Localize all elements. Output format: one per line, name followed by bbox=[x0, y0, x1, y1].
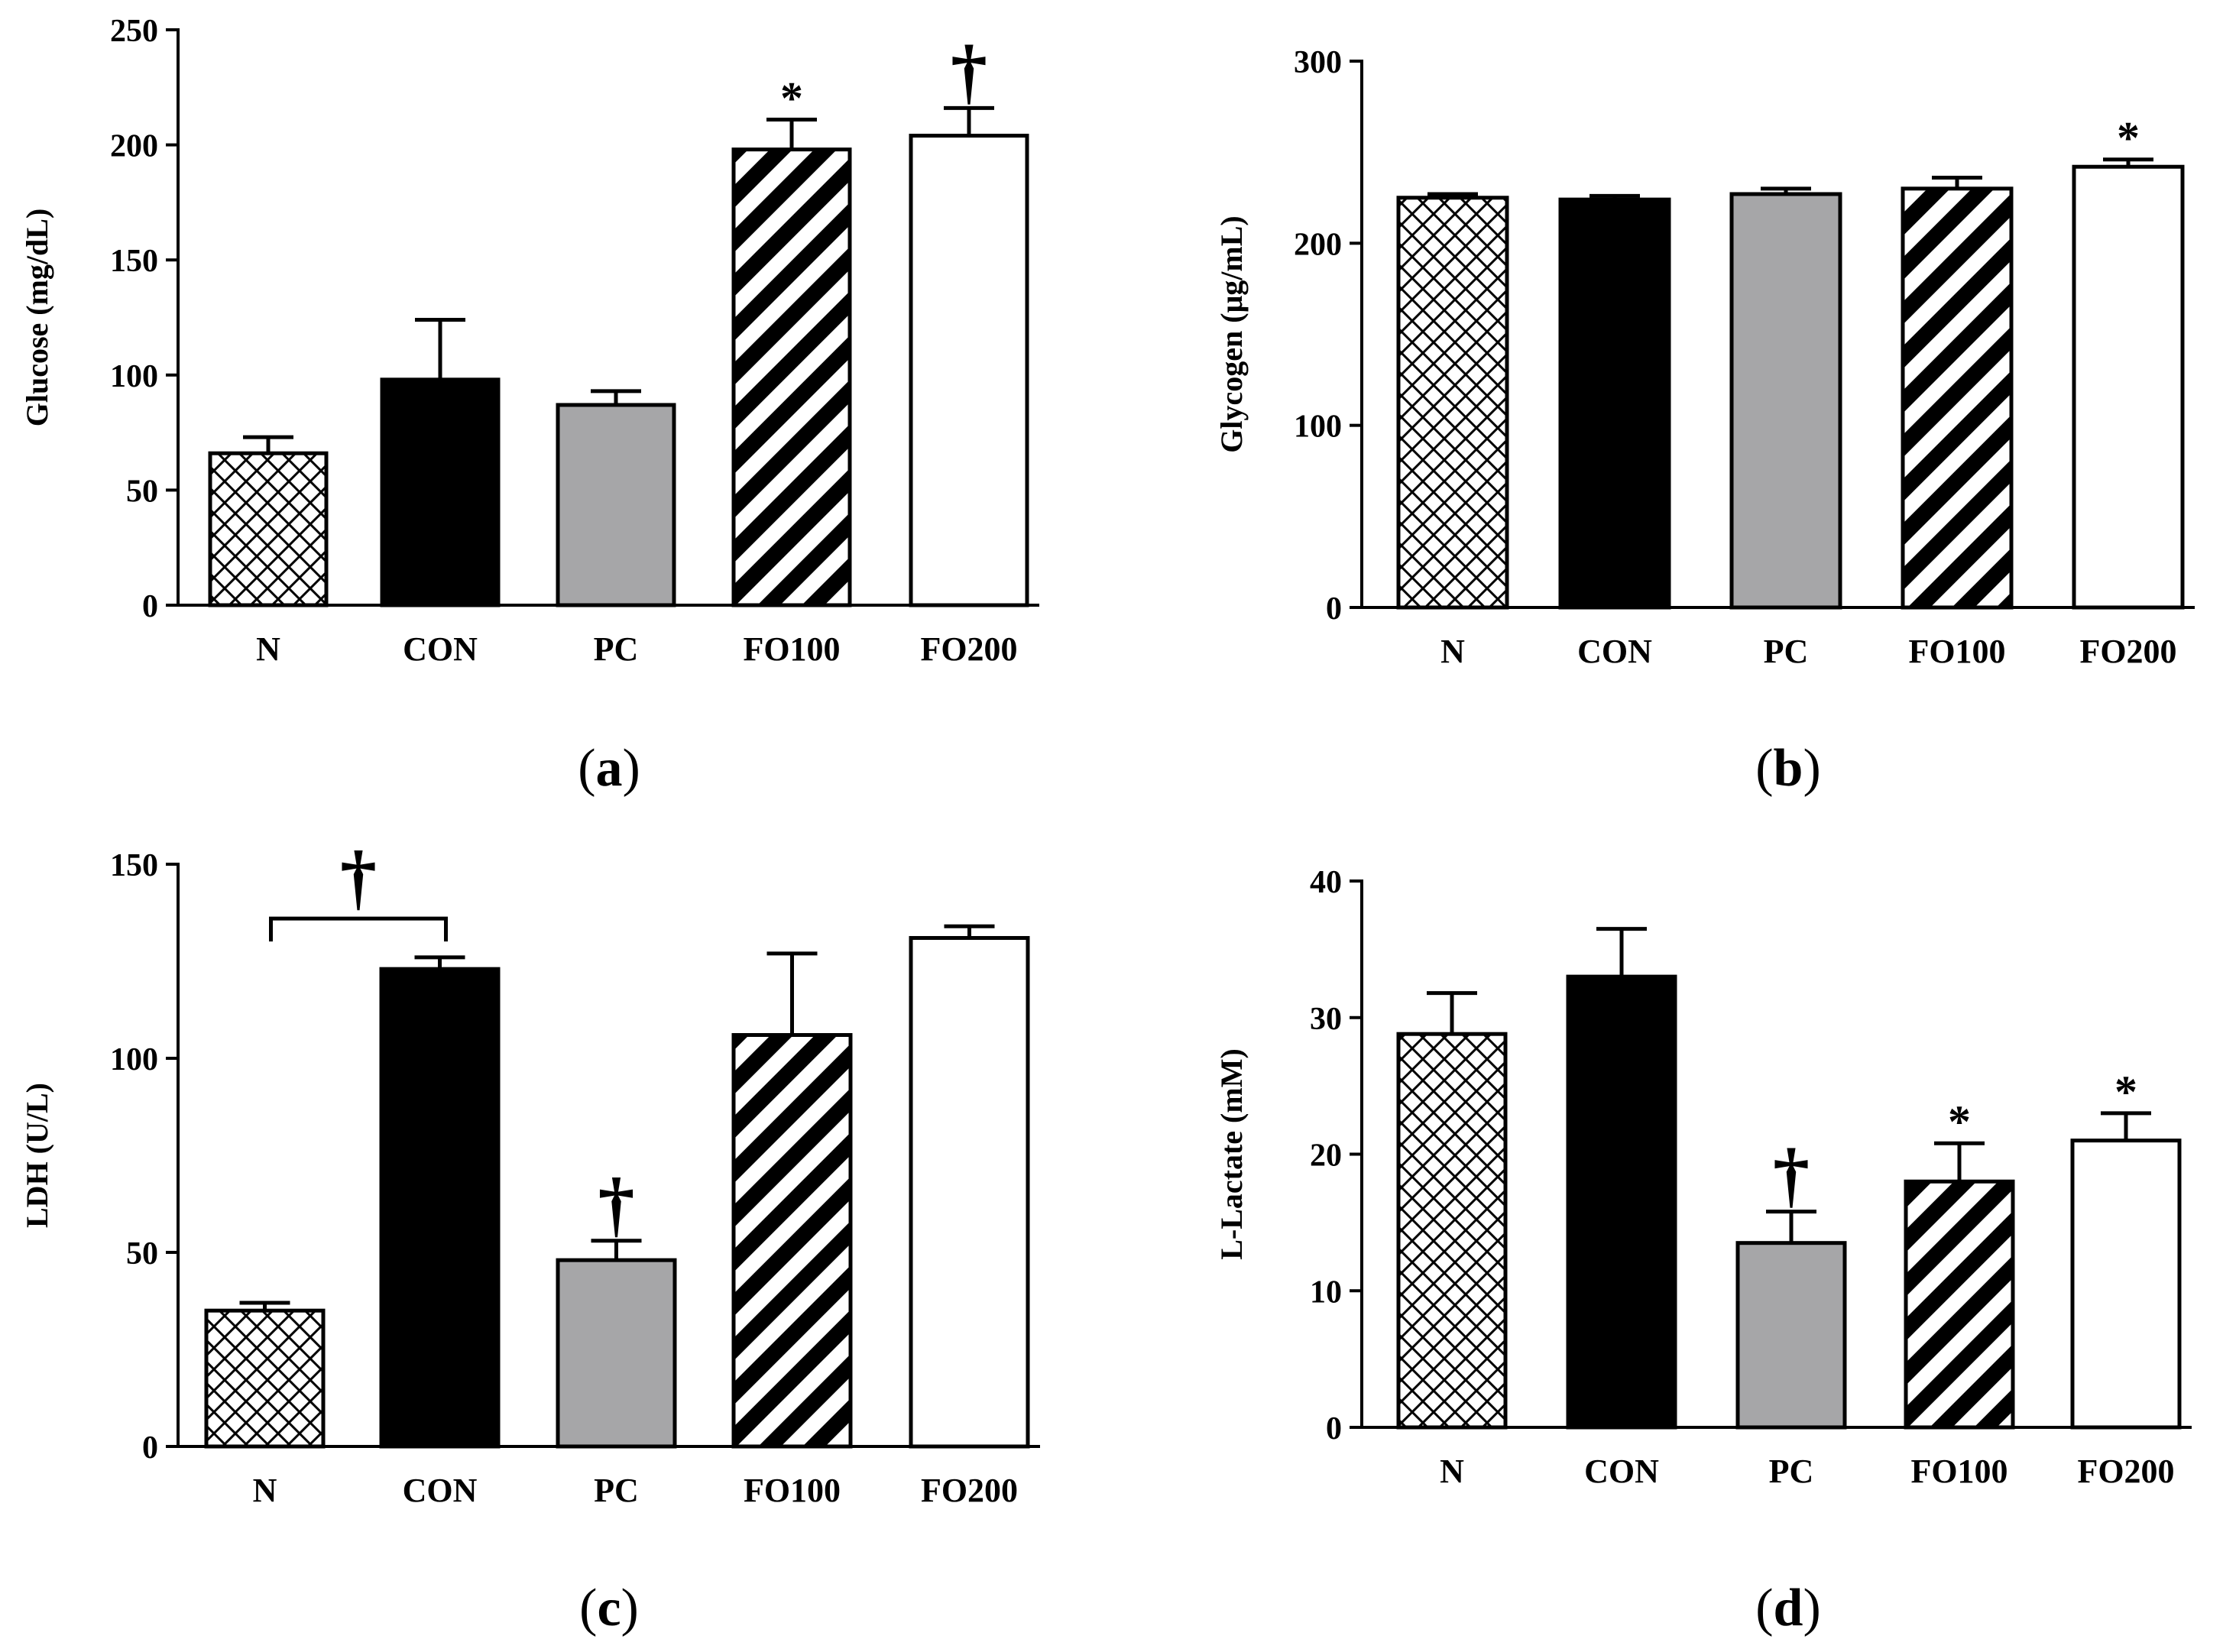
bar-con bbox=[1558, 197, 1671, 610]
caption-letter: a bbox=[596, 739, 623, 798]
caption-open-paren: ( bbox=[1755, 1579, 1773, 1637]
y-tick-label: 100 bbox=[110, 359, 158, 394]
y-tick-label: 200 bbox=[1294, 227, 1342, 262]
bar-n bbox=[1396, 196, 1509, 610]
caption-letter: b bbox=[1774, 739, 1803, 798]
significance-dagger: † bbox=[598, 1163, 635, 1245]
y-tick-label: 30 bbox=[1310, 1002, 1342, 1037]
significance-dagger: † bbox=[951, 30, 987, 112]
bar-con bbox=[379, 967, 501, 1449]
bar-pc bbox=[1729, 192, 1842, 610]
caption-close-paren: ) bbox=[623, 739, 640, 798]
x-category-label: PC bbox=[1764, 633, 1809, 670]
x-category-label: FO200 bbox=[2079, 633, 2176, 670]
y-tick-label: 100 bbox=[1294, 410, 1342, 445]
bar-fo100 bbox=[731, 1033, 853, 1449]
panel-caption: (b) bbox=[1755, 739, 1821, 798]
bar-n bbox=[208, 451, 329, 607]
y-tick-label: 0 bbox=[1326, 1411, 1342, 1446]
y-tick-label: 40 bbox=[1310, 865, 1342, 900]
panel-caption: (a) bbox=[578, 739, 640, 798]
y-tick-label: 50 bbox=[126, 474, 158, 509]
y-axis-title: L-Lactate (mM) bbox=[1214, 1048, 1249, 1260]
x-category-label: FO100 bbox=[744, 1472, 841, 1509]
x-category-label: CON bbox=[1584, 1453, 1659, 1490]
bar-fo200 bbox=[909, 134, 1029, 607]
bar-fo200 bbox=[2072, 164, 2185, 610]
bar-pc bbox=[556, 1258, 677, 1449]
caption-close-paren: ) bbox=[1803, 1579, 1820, 1637]
bar-fo100 bbox=[1901, 186, 2014, 610]
caption-letter: c bbox=[597, 1579, 621, 1637]
y-axis-title: Glycogen (μg/mL) bbox=[1214, 215, 1249, 452]
x-category-label: FO100 bbox=[743, 630, 840, 668]
bar-pc bbox=[1735, 1241, 1847, 1430]
y-tick-label: 50 bbox=[126, 1236, 158, 1271]
significance-asterisk: * bbox=[780, 73, 803, 123]
x-category-label: PC bbox=[594, 630, 639, 668]
bar-n bbox=[204, 1308, 326, 1449]
x-category-label: FO200 bbox=[2077, 1453, 2174, 1490]
panel-caption: (c) bbox=[579, 1579, 639, 1637]
caption-open-paren: ( bbox=[1755, 739, 1773, 798]
panel-c-ldh-chart: 0 50 100 150 LDH (U/L) N CON PC FO100 FO200 † † (c) bbox=[20, 836, 1040, 1637]
caption-open-paren: ( bbox=[579, 1579, 597, 1637]
caption-letter: d bbox=[1774, 1579, 1803, 1637]
y-tick-label: 0 bbox=[142, 1430, 158, 1466]
bar-fo100 bbox=[1904, 1179, 2015, 1430]
x-category-label: PC bbox=[1769, 1453, 1814, 1490]
y-tick-label: 0 bbox=[1326, 591, 1342, 627]
y-tick-label: 150 bbox=[110, 244, 158, 279]
caption-close-paren: ) bbox=[621, 1579, 639, 1637]
significance-bracket bbox=[269, 916, 448, 942]
panel-d-lactate-chart: 0 10 20 30 40 L-Lactate (mM) N CON PC FO100 FO200 †… bbox=[1214, 865, 2192, 1637]
significance-dagger: † bbox=[1773, 1134, 1810, 1216]
panel-caption: (d) bbox=[1755, 1579, 1821, 1637]
x-category-label: CON bbox=[1577, 633, 1652, 670]
significance-dagger: † bbox=[340, 836, 377, 918]
y-axis-title: LDH (U/L) bbox=[20, 1083, 54, 1228]
x-category-label: CON bbox=[403, 630, 478, 668]
x-category-label: PC bbox=[594, 1472, 639, 1509]
bar-fo100 bbox=[731, 147, 852, 607]
significance-asterisk: * bbox=[1948, 1096, 1971, 1147]
caption-open-paren: ( bbox=[578, 739, 595, 798]
bar-con bbox=[380, 377, 501, 607]
x-category-label: FO100 bbox=[1908, 633, 2005, 670]
y-tick-label: 100 bbox=[110, 1042, 158, 1077]
y-tick-label: 0 bbox=[142, 589, 158, 624]
y-tick-label: 200 bbox=[110, 129, 158, 164]
y-tick-label: 250 bbox=[110, 14, 158, 49]
bar-n bbox=[1396, 1032, 1508, 1430]
significance-asterisk: * bbox=[2114, 1067, 2137, 1117]
bar-con bbox=[1566, 974, 1677, 1430]
x-category-label: N bbox=[1440, 1453, 1464, 1490]
bar-fo200 bbox=[2070, 1139, 2182, 1430]
x-category-label: N bbox=[256, 630, 280, 668]
caption-close-paren: ) bbox=[1803, 739, 1820, 798]
significance-asterisk: * bbox=[2117, 113, 2140, 164]
panel-b-glycogen-chart: 0 100 200 300 Glycogen (μg/mL) N CON PC FO100 FO2… bbox=[1214, 45, 2195, 798]
y-tick-label: 10 bbox=[1310, 1275, 1342, 1310]
y-tick-label: 150 bbox=[110, 848, 158, 883]
x-category-label: CON bbox=[403, 1472, 478, 1509]
x-category-label: N bbox=[253, 1472, 277, 1509]
y-tick-label: 20 bbox=[1310, 1139, 1342, 1174]
x-category-label: FO100 bbox=[1910, 1453, 2008, 1490]
x-category-label: FO200 bbox=[920, 630, 1017, 668]
x-category-label: FO200 bbox=[921, 1472, 1018, 1509]
y-tick-label: 300 bbox=[1294, 45, 1342, 80]
bar-fo200 bbox=[909, 936, 1030, 1449]
bar-pc bbox=[556, 403, 676, 607]
y-axis-title: Glucose (mg/dL) bbox=[20, 209, 54, 427]
x-category-label: N bbox=[1440, 633, 1465, 670]
panel-a-glucose-chart: 0 50 100 150 200 250 Glucose (mg/dL) N CON PC FO10… bbox=[20, 14, 1039, 798]
